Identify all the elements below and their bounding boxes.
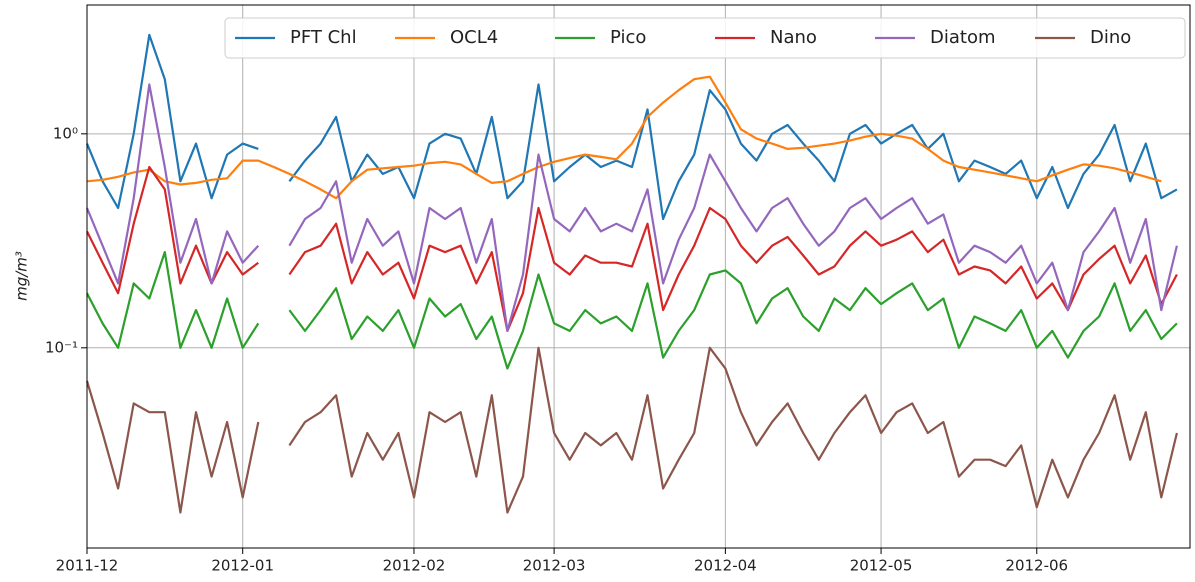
legend-label: Dino — [1090, 27, 1131, 48]
series-line — [85, 346, 1178, 514]
legend-label: Nano — [770, 27, 817, 48]
series-line — [86, 251, 1178, 370]
series-line — [86, 165, 1178, 332]
y-tick-label: 10⁰ — [53, 124, 78, 142]
x-tick-label: 2012-04 — [694, 557, 757, 575]
legend-label: Pico — [610, 27, 646, 48]
x-tick-label: 2012-06 — [1005, 557, 1068, 575]
plot-frame — [86, 4, 1191, 549]
series-line — [86, 75, 1162, 200]
y-axis-label: mg/m³ — [13, 251, 31, 301]
legend-label: OCL4 — [450, 27, 498, 48]
x-tick-label: 2012-05 — [850, 557, 913, 575]
legend-box — [224, 17, 1186, 59]
x-tick-label: 2012-01 — [211, 557, 274, 575]
series-line — [85, 33, 1178, 221]
y-tick-label: 10⁻¹ — [45, 338, 78, 356]
legend-label: Diatom — [930, 27, 996, 48]
x-tick-label: 2012-03 — [523, 557, 586, 575]
x-tick-label: 2011-12 — [56, 557, 119, 575]
x-tick-label: 2012-02 — [383, 557, 446, 575]
legend-label: PFT Chl — [290, 27, 357, 48]
series-line — [85, 83, 1178, 332]
